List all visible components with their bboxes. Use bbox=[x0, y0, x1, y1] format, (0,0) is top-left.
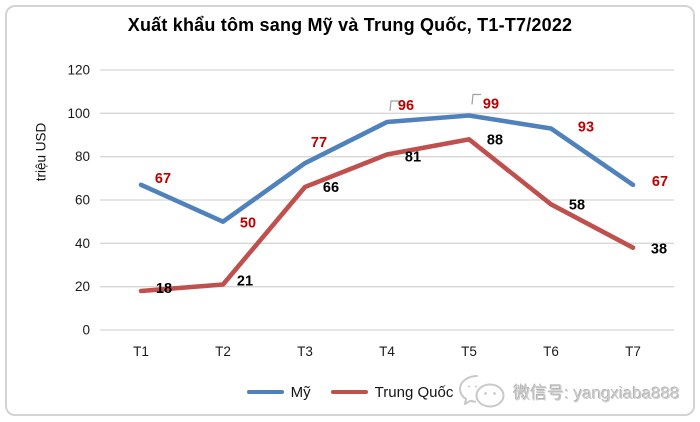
legend: Mỹ Trung Quốc bbox=[0, 381, 700, 403]
label-leader-line bbox=[389, 100, 399, 112]
x-category-label: T6 bbox=[543, 344, 559, 359]
legend-label-trung-quoc: Trung Quốc bbox=[374, 383, 454, 401]
legend-label-my: Mỹ bbox=[290, 383, 311, 401]
wechat-icon bbox=[458, 375, 505, 408]
legend-key-my bbox=[246, 389, 284, 395]
data-label-0: 77 bbox=[311, 135, 327, 151]
data-label-0: 50 bbox=[240, 216, 256, 232]
chart-title: Xuất khẩu tôm sang Mỹ và Trung Quốc, T1-… bbox=[127, 15, 573, 35]
x-category-label: T4 bbox=[379, 344, 395, 359]
x-category-label: T7 bbox=[625, 344, 641, 359]
watermark-text: 微信号: yangxiaba888 bbox=[513, 383, 680, 403]
data-label-1: 58 bbox=[569, 197, 585, 213]
series-line-1 bbox=[138, 137, 636, 294]
data-label-1: 81 bbox=[405, 150, 421, 166]
x-category-label: T5 bbox=[461, 344, 477, 359]
data-label-0: 96 bbox=[398, 98, 414, 114]
data-label-0: 99 bbox=[483, 97, 499, 113]
data-label-1: 21 bbox=[237, 274, 253, 290]
x-category-label: T2 bbox=[215, 344, 231, 359]
data-label-0: 67 bbox=[155, 171, 171, 187]
y-tick-label: 20 bbox=[75, 279, 90, 294]
y-tick-label: 40 bbox=[75, 236, 90, 251]
y-tick-label: 0 bbox=[82, 323, 90, 338]
data-label-0: 67 bbox=[652, 174, 668, 190]
x-category-label: T1 bbox=[133, 344, 149, 359]
y-tick-label: 120 bbox=[67, 63, 90, 78]
watermark: 微信号: yangxiaba888 bbox=[455, 371, 680, 411]
data-label-1: 18 bbox=[156, 281, 172, 297]
y-tick-label: 60 bbox=[75, 193, 90, 208]
data-label-1: 38 bbox=[651, 242, 667, 258]
legend-item-trung-quoc: Trung Quốc bbox=[330, 383, 454, 401]
label-leader-line bbox=[471, 93, 481, 105]
y-tick-label: 100 bbox=[67, 106, 90, 121]
legend-key-trung-quoc bbox=[330, 389, 368, 395]
data-label-1: 88 bbox=[487, 132, 503, 148]
y-tick-label: 80 bbox=[75, 149, 90, 164]
x-category-label: T3 bbox=[297, 344, 313, 359]
data-label-0: 93 bbox=[578, 120, 594, 136]
data-label-1: 66 bbox=[323, 180, 339, 196]
legend-item-my: Mỹ bbox=[246, 383, 311, 401]
series-line-0 bbox=[138, 113, 636, 224]
